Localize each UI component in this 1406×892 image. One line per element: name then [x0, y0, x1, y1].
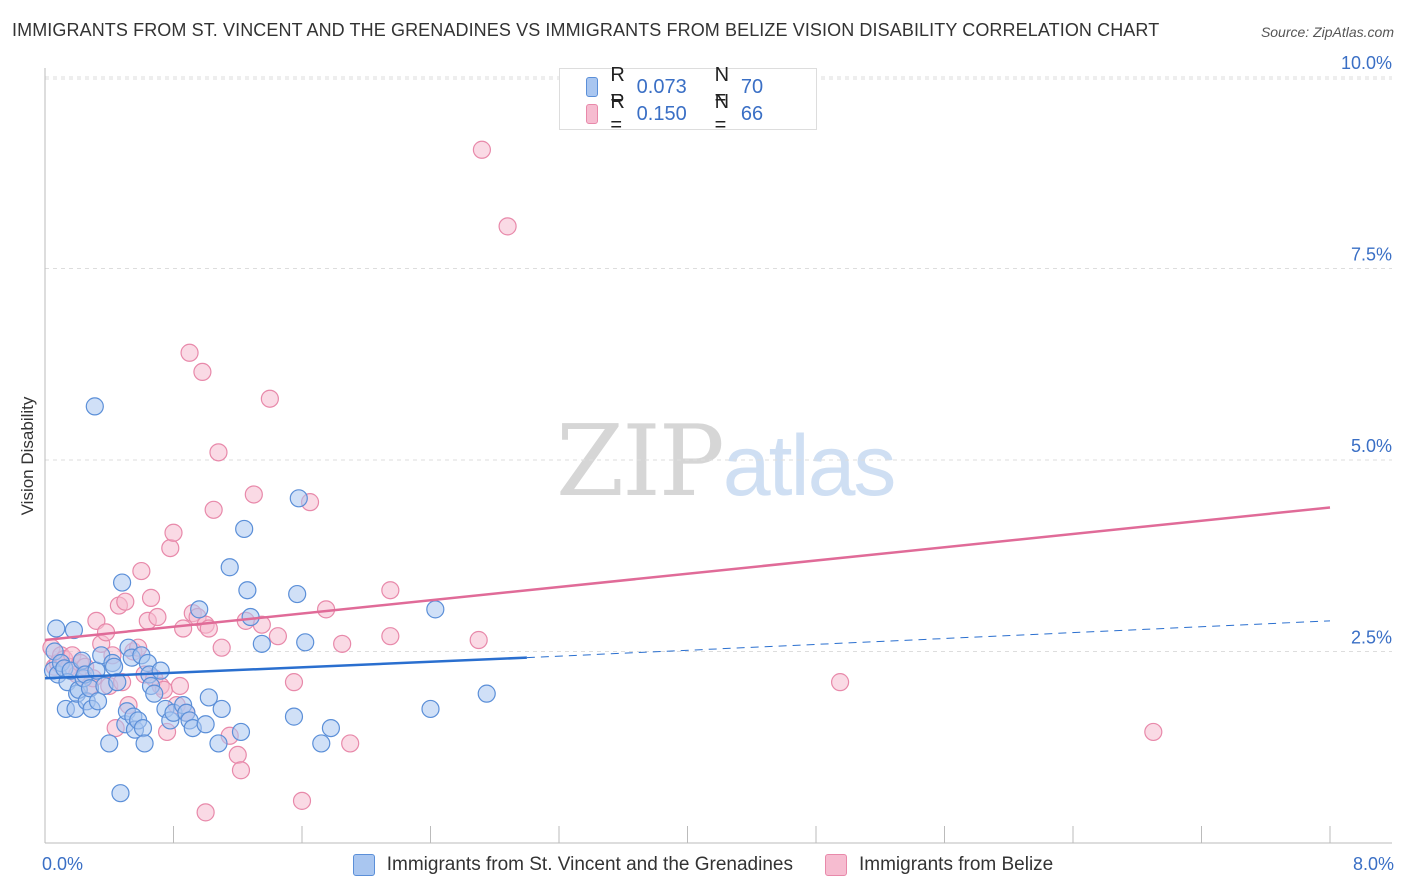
axes [44, 68, 1392, 844]
data-point-st-vincent [252, 634, 271, 653]
legend-n-value: 66 [740, 102, 764, 125]
data-point-belize [141, 588, 161, 607]
legend-r-value: 0.150 [636, 102, 687, 125]
data-point-st-vincent [209, 734, 228, 753]
data-point-st-vincent [199, 688, 218, 707]
data-point-st-vincent [88, 692, 108, 711]
data-point-belize [148, 607, 167, 627]
data-point-st-vincent [426, 600, 445, 619]
legend-swatch-pink [824, 854, 847, 876]
legend-r-label: R = [610, 91, 625, 136]
data-point-belize [498, 217, 517, 236]
legend-n-label: N = [714, 91, 730, 136]
legend-swatch-pink [586, 104, 599, 124]
legend-r-label: R = [610, 64, 625, 109]
legend-label-belize: Immigrants from Belize [858, 854, 1054, 875]
data-point-belize [381, 627, 400, 646]
data-point-st-vincent [104, 657, 124, 676]
data-point-st-vincent [220, 558, 239, 577]
data-point-st-vincent [47, 619, 66, 638]
data-point-st-vincent [289, 489, 308, 508]
data-point-st-vincent [238, 581, 257, 600]
data-point-belize [244, 485, 263, 504]
data-point-belize [164, 523, 183, 542]
data-point-st-vincent [112, 573, 132, 592]
tick-labels: 2.5% 5.0% 7.5% 10.0% 0.0% 8.0% [42, 53, 1394, 874]
data-point-belize [209, 443, 228, 462]
data-point-st-vincent [111, 784, 130, 803]
legend-row-st-vincent: R = 0.073 N = 70 [586, 64, 819, 109]
data-point-belize [116, 592, 135, 611]
data-point-belize [260, 389, 279, 408]
data-point-st-vincent [85, 397, 104, 416]
trend-line-belize [44, 506, 1331, 642]
data-point-st-vincent [296, 633, 315, 652]
legend-row-belize: R = 0.150 N = 66 [586, 91, 819, 136]
data-point-st-vincent [151, 661, 170, 680]
data-point-belize [472, 140, 491, 159]
data-point-belize [284, 673, 304, 692]
trend-line-st-vincent [44, 656, 527, 680]
legend-swatch-blue [352, 854, 375, 876]
legend-swatch-blue [586, 77, 599, 97]
data-point-st-vincent [108, 673, 127, 692]
x-tick-label-max: 8.0% [1353, 854, 1394, 874]
data-point-belize [830, 673, 850, 692]
data-point-st-vincent [477, 684, 496, 703]
legend-n-label: N = [714, 64, 730, 109]
legend-label-st-vincent: Immigrants from St. Vincent and the Gren… [386, 854, 793, 875]
data-point-st-vincent [135, 734, 154, 753]
data-point-st-vincent [231, 722, 251, 742]
data-point-st-vincent [288, 584, 307, 604]
data-point-st-vincent [284, 707, 304, 726]
y-tick-label: 5.0% [1351, 436, 1392, 456]
data-point-st-vincent [100, 734, 119, 753]
data-point-belize [193, 362, 212, 382]
data-point-st-vincent [321, 718, 341, 738]
data-point-st-vincent [312, 734, 331, 753]
data-point-belize [1144, 722, 1163, 742]
correlation-legend: R = 0.073 N = 70 R = 0.150 N = 66 [559, 64, 819, 136]
y-tick-label: 10.0% [1341, 53, 1392, 73]
data-point-belize [132, 561, 151, 581]
data-point-belize [204, 500, 223, 519]
data-point-belize [180, 343, 199, 362]
data-point-st-vincent [64, 620, 84, 640]
data-point-belize [170, 676, 190, 696]
legend-n-value: 70 [740, 75, 764, 98]
data-point-st-vincent [145, 684, 164, 703]
data-point-belize [174, 619, 193, 638]
data-point-st-vincent [235, 519, 254, 539]
trend-line-st-vincent-extension [526, 620, 1331, 659]
data-point-belize [212, 638, 231, 657]
data-point-st-vincent [196, 715, 215, 734]
data-point-belize [196, 803, 215, 822]
data-point-belize [228, 745, 247, 765]
data-point-st-vincent [133, 718, 153, 738]
data-point-st-vincent [212, 699, 231, 719]
chart-title: IMMIGRANTS FROM ST. VINCENT AND THE GREN… [12, 20, 1160, 40]
data-point-st-vincent [421, 699, 440, 719]
legend-item-st-vincent: Immigrants from St. Vincent and the Gren… [352, 854, 793, 876]
data-point-belize [381, 581, 400, 600]
series-legend: Immigrants from St. Vincent and the Gren… [0, 852, 1406, 878]
data-point-belize [292, 791, 312, 810]
data-point-belize [268, 627, 288, 646]
source-credit: Source: ZipAtlas.com [1260, 24, 1394, 40]
trend-lines [44, 506, 1331, 680]
data-point-st-vincent [190, 600, 209, 619]
data-point-belize [161, 538, 180, 558]
y-tick-label: 2.5% [1351, 628, 1392, 648]
y-tick-label: 7.5% [1351, 245, 1392, 265]
grid-lines [45, 76, 1392, 652]
data-point-belize [231, 761, 251, 780]
data-point-belize [341, 734, 360, 753]
x-tick-label-min: 0.0% [42, 854, 83, 874]
legend-r-value: 0.073 [636, 75, 687, 98]
y-axis-label: Vision Disability [18, 396, 37, 516]
legend-item-belize: Immigrants from Belize [824, 854, 1054, 876]
data-point-belize [333, 634, 352, 653]
data-point-belize [469, 630, 488, 650]
